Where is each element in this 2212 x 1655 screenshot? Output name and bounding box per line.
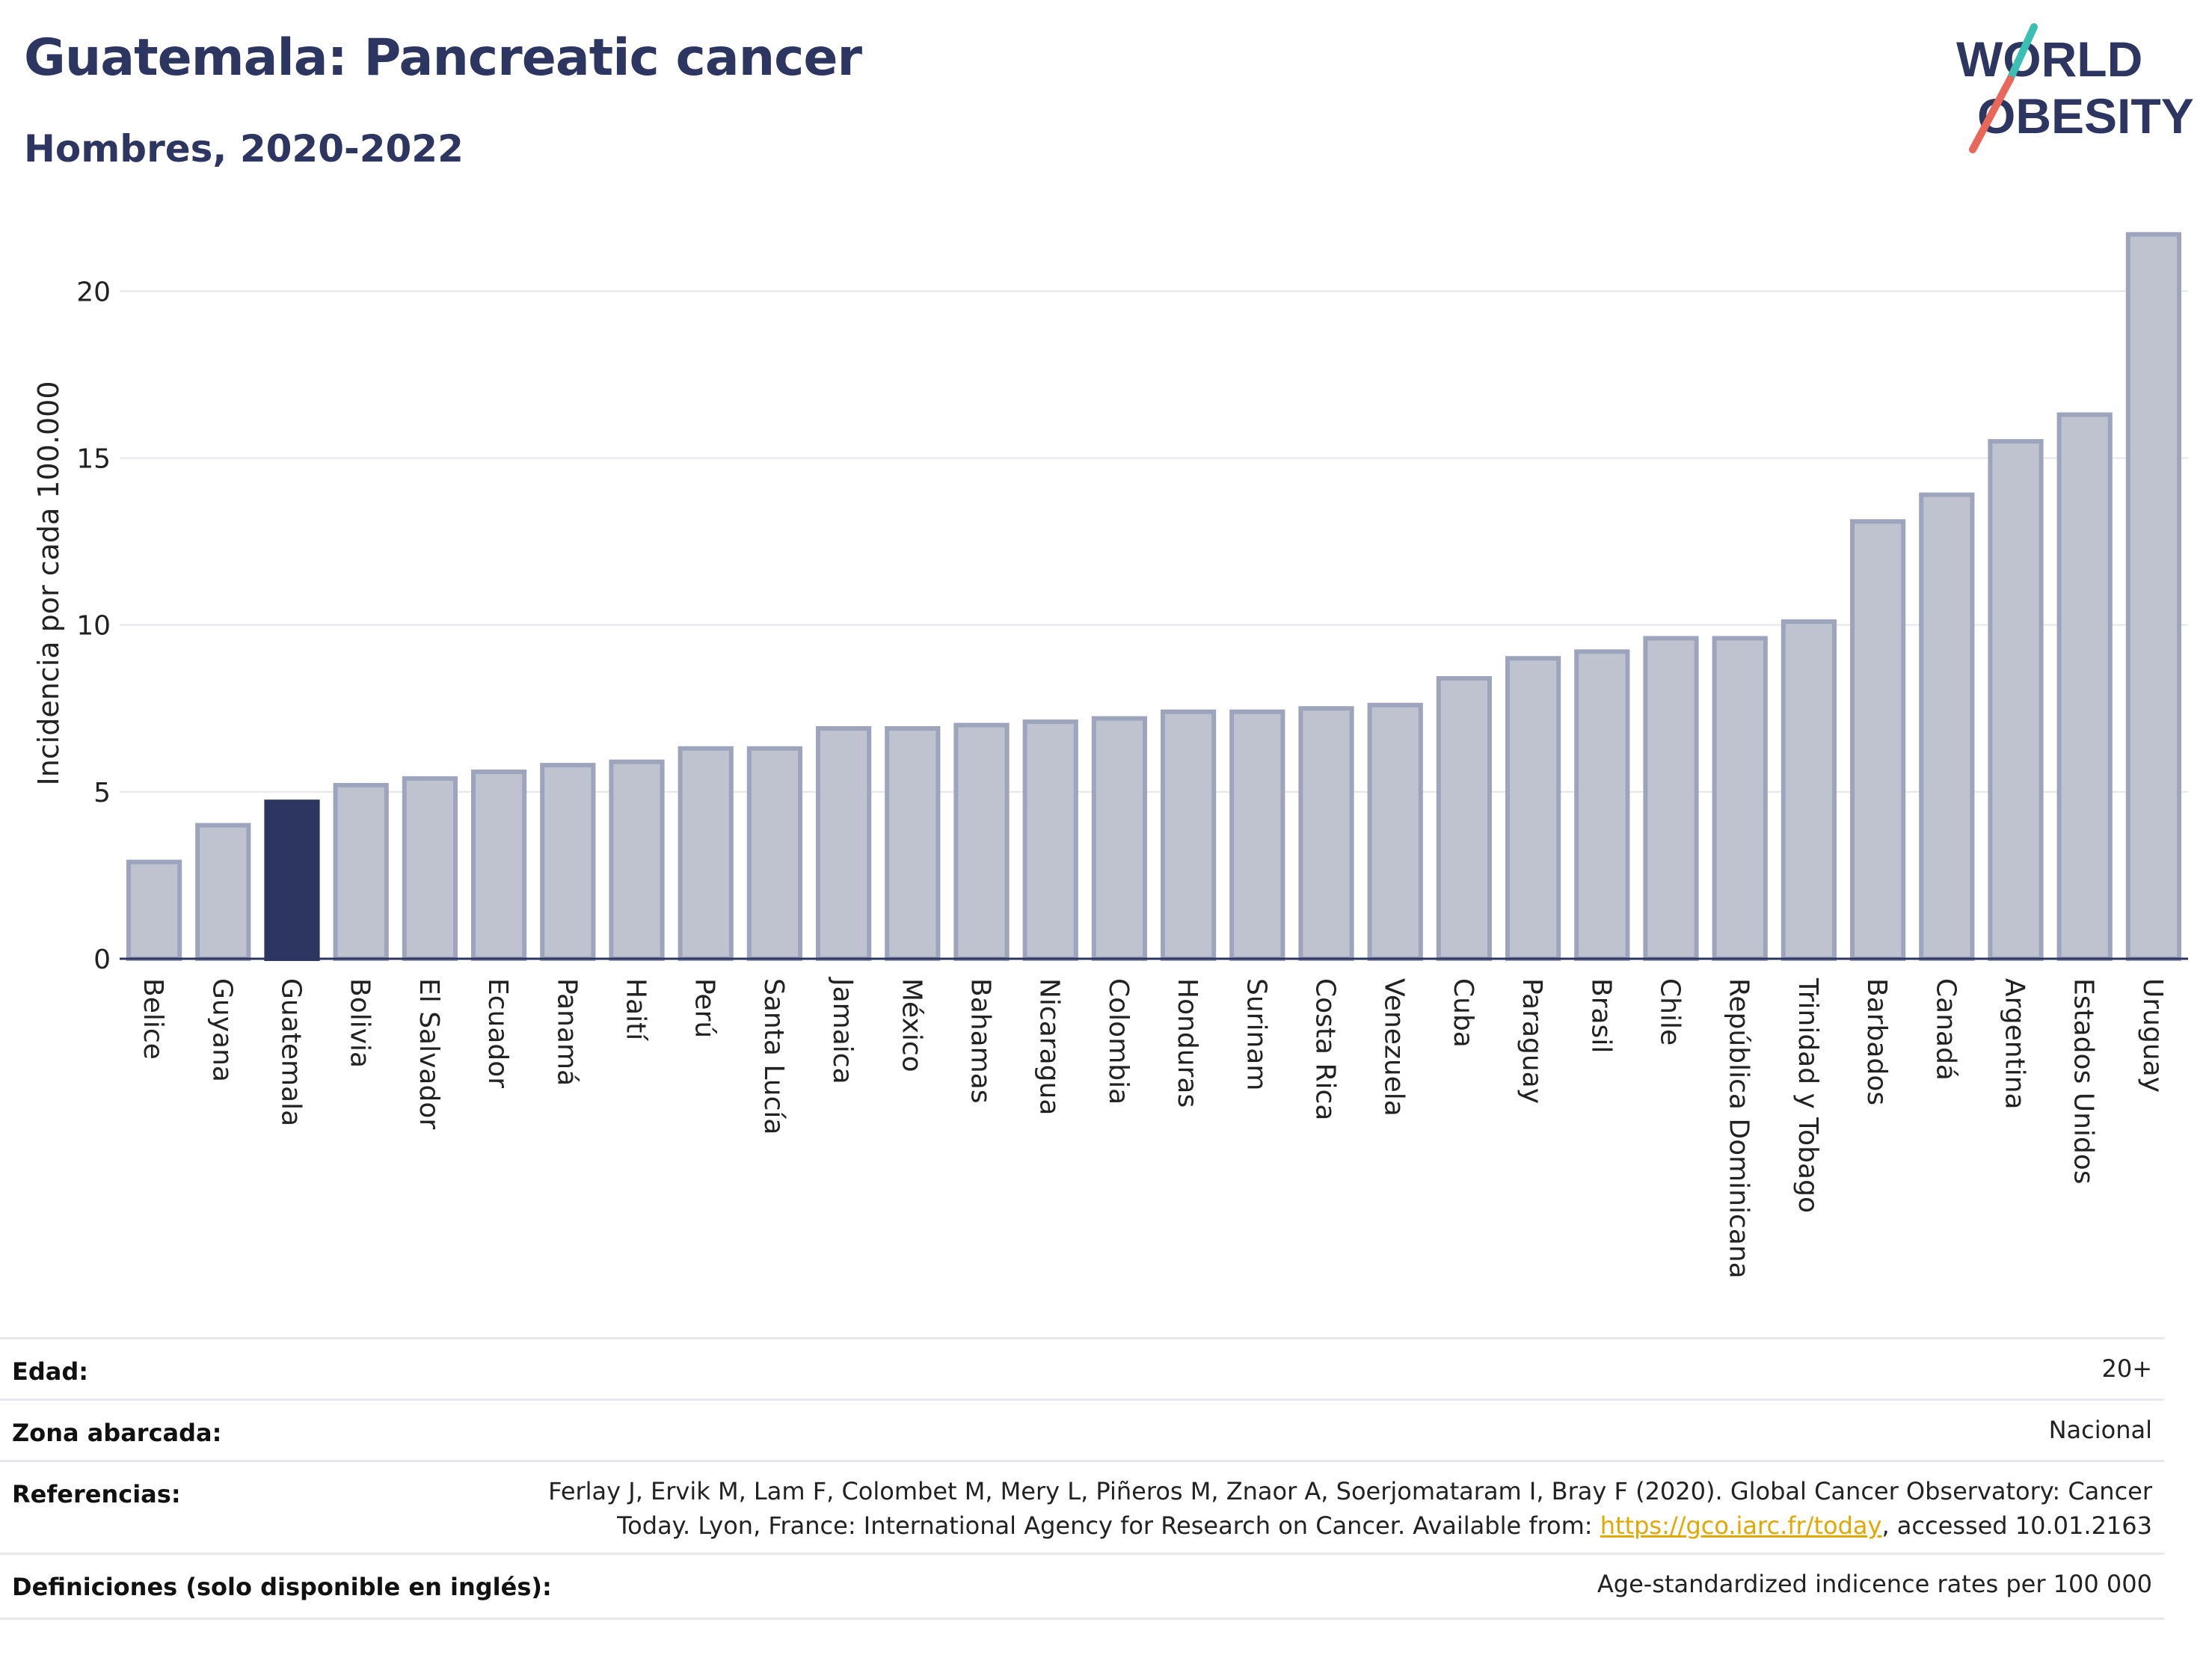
x-tick-label: Brasil	[1585, 978, 1616, 1053]
x-tick-label: Panamá	[551, 978, 582, 1086]
x-tick-label: Bolivia	[345, 978, 375, 1068]
meta-value-area: Nacional	[2048, 1416, 2152, 1444]
bar-jamaica	[815, 726, 872, 961]
y-tick-label: 20	[76, 277, 111, 307]
bar-paraguay	[1505, 656, 1561, 961]
x-tick-label: Estados Unidos	[2068, 978, 2099, 1185]
x-tick-label: Jamaica	[827, 977, 858, 1084]
reference-link[interactable]: https://gco.iarc.fr/today	[1600, 1511, 1882, 1540]
x-tick-label: Honduras	[1172, 978, 1202, 1108]
bar-haití	[609, 759, 665, 961]
page-subtitle: Hombres, 2020-2022	[24, 127, 464, 171]
x-tick-label: Venezuela	[1379, 978, 1410, 1117]
x-tick-label: Costa Rica	[1310, 978, 1341, 1120]
meta-row-definitions: Definiciones (solo disponible en inglés)…	[0, 1553, 2164, 1620]
bar-república-dominicana	[1712, 636, 1768, 961]
x-tick-label: Barbados	[1861, 978, 1892, 1105]
x-tick-label: Colombia	[1103, 978, 1134, 1105]
x-tick-label: República Dominicana	[1724, 978, 1754, 1279]
bar-belice	[126, 859, 182, 962]
bar-barbados	[1849, 519, 1906, 961]
logo-teal-slash	[2006, 23, 2038, 83]
bar-uruguay	[2125, 232, 2182, 961]
bar-costa-rica	[1298, 706, 1354, 962]
bar-méxico	[885, 726, 941, 961]
y-tick-label: 0	[93, 945, 111, 975]
page-title: Guatemala: Pancreatic cancer	[24, 28, 862, 87]
meta-key-references: Referencias:	[12, 1480, 181, 1508]
bar-ecuador	[470, 770, 527, 962]
meta-value-age: 20+	[2101, 1354, 2152, 1383]
x-tick-label: Nicaragua	[1034, 978, 1065, 1115]
x-tick-label: Uruguay	[2137, 978, 2168, 1093]
bar-panamá	[540, 763, 596, 961]
meta-key-area: Zona abarcada:	[12, 1419, 222, 1447]
bar-chart: 0 5 10 15 20 Belice Guyana Guatemala Bolivia El S…	[32, 232, 2188, 1279]
x-tick-label: Haití	[621, 978, 651, 1041]
meta-value-references: Ferlay J, Ervik M, Lam F, Colombet M, Me…	[548, 1474, 2152, 1543]
bar-brasil	[1574, 649, 1630, 961]
x-tick-label: Guyana	[206, 978, 237, 1082]
reference-line-1: Ferlay J, Ervik M, Lam F, Colombet M, Me…	[548, 1477, 2152, 1505]
y-tick-label: 5	[93, 778, 111, 808]
bar-bolivia	[333, 782, 389, 961]
bar-honduras	[1160, 709, 1217, 961]
x-tick-label: Canadá	[1930, 978, 1961, 1081]
logo-line2: OBESITY	[1977, 88, 2194, 144]
x-tick-label: Bahamas	[965, 978, 996, 1104]
x-tick-label: Guatemala	[276, 978, 307, 1126]
y-axis-label: Incidencia por cada 100.000	[32, 381, 65, 785]
x-tick-label: Santa Lucía	[758, 978, 789, 1134]
bar-nicaragua	[1022, 719, 1078, 962]
reference-line-2-text: Today. Lyon, France: International Agenc…	[617, 1511, 1600, 1540]
y-tick-label: 10	[76, 611, 111, 642]
bar-venezuela	[1367, 702, 1423, 961]
axes: 0 5 10 15 20 Belice Guyana Guatemala Bolivia El S…	[76, 277, 2188, 1279]
x-tick-label: El Salvador	[414, 978, 444, 1129]
bar-colombia	[1091, 716, 1148, 961]
x-tick-label: México	[896, 978, 927, 1072]
bar-cuba	[1436, 676, 1493, 962]
bar-bahamas	[953, 722, 1010, 962]
x-tick-label: Trinidad y Tobago	[1792, 977, 1823, 1213]
meta-row-age: Edad: 20+	[0, 1337, 2164, 1399]
x-tick-label: Belice	[138, 978, 168, 1060]
bar-chile	[1643, 636, 1699, 961]
bar-canadá	[1919, 492, 1975, 961]
world-obesity-logo: WORLD OBESITY	[1956, 23, 2194, 153]
bar-el-salvador	[402, 776, 458, 961]
meta-row-references: Referencias: Ferlay J, Ervik M, Lam F, C…	[0, 1460, 2164, 1553]
gridlines	[120, 290, 2188, 793]
bar-estados-unidos	[2056, 412, 2113, 961]
x-tick-label: Ecuador	[482, 978, 513, 1088]
bar-guyana	[195, 823, 251, 962]
y-tick-label: 15	[76, 443, 111, 474]
meta-value-definitions: Age-standardized indicence rates per 100…	[1597, 1570, 2152, 1598]
reference-line-2-suffix: , accessed 10.01.2163	[1881, 1511, 2152, 1540]
bar-argentina	[1988, 439, 2044, 961]
meta-row-area: Zona abarcada: Nacional	[0, 1398, 2164, 1461]
logo-line1: WORLD	[1956, 31, 2142, 87]
meta-key-definitions: Definiciones (solo disponible en inglés)…	[12, 1573, 552, 1601]
x-tick-label: Chile	[1655, 978, 1686, 1045]
bar-surinam	[1229, 709, 1285, 961]
x-tick-label: Paraguay	[1517, 978, 1547, 1104]
x-tick-label: Cuba	[1448, 978, 1478, 1048]
bar-trinidad-y-tobago	[1781, 619, 1837, 961]
bar-guatemala	[264, 799, 320, 962]
x-tick-label: Perú	[689, 978, 720, 1038]
reference-line-2: Today. Lyon, France: International Agenc…	[548, 1508, 2152, 1543]
bar-perú	[678, 746, 734, 961]
bars	[126, 232, 2182, 962]
logo-red-slash	[1969, 76, 2014, 153]
x-tick-label: Argentina	[2000, 978, 2030, 1110]
meta-key-age: Edad:	[12, 1357, 89, 1386]
x-tick-label: Surinam	[1241, 978, 1271, 1090]
bar-santa-lucía	[746, 746, 803, 961]
